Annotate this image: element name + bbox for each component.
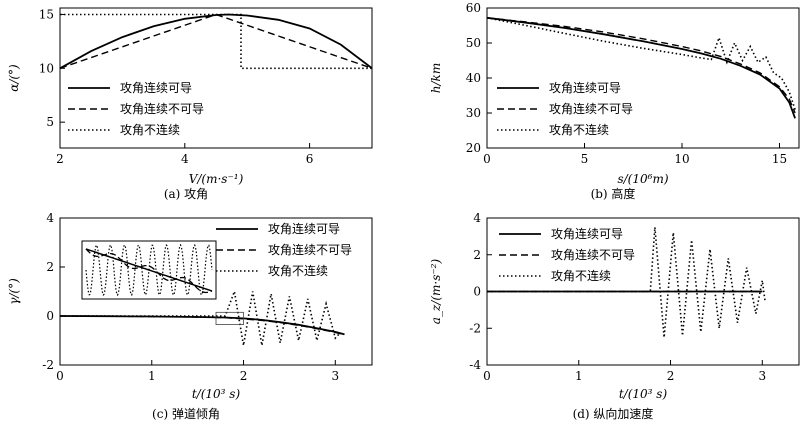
legend-label: 攻角连续不可导 — [268, 242, 352, 257]
y-axis-label: h/km — [429, 63, 443, 93]
inset-frame — [81, 240, 217, 300]
x-tick-label: 1 — [575, 369, 583, 383]
chart-caption: (b) 高度 — [591, 186, 636, 201]
series-line-3 — [60, 288, 341, 346]
x-axis-label: s/(10⁶m) — [617, 172, 668, 186]
x-tick-label: 3 — [758, 369, 766, 383]
x-axis-label: V/(m·s⁻¹) — [189, 172, 244, 186]
x-tick-label: 4 — [181, 152, 189, 166]
legend-label: 攻角不连续 — [549, 122, 609, 137]
plot-frame — [59, 7, 373, 149]
y-tick-label: 20 — [466, 141, 481, 155]
y-tick-label: 4 — [473, 211, 481, 225]
y-tick-label: 0 — [473, 285, 481, 299]
x-tick-label: 6 — [306, 152, 314, 166]
x-axis-label: t/(10³ s) — [619, 387, 668, 401]
x-tick-label: 2 — [56, 152, 64, 166]
series-line-2 — [487, 17, 796, 114]
y-tick-label: -2 — [42, 358, 54, 372]
x-tick-label: 0 — [483, 152, 491, 166]
y-axis-label: a_z/(m·s⁻²) — [429, 258, 443, 324]
y-tick-label: 10 — [39, 61, 54, 75]
zoom-marker — [215, 311, 244, 325]
y-tick-label: -2 — [469, 321, 481, 335]
series-line-1 — [60, 13, 372, 70]
x-tick-label: 2 — [667, 369, 675, 383]
legend-label: 攻角连续可导 — [268, 221, 340, 236]
y-tick-label: 5 — [46, 115, 54, 129]
legend-label: 攻角连续可导 — [120, 80, 192, 95]
legend-label: 攻角连续可导 — [551, 226, 623, 241]
plot-frame — [486, 7, 800, 149]
x-axis-label: t/(10³ s) — [192, 387, 241, 401]
x-tick-label: 0 — [483, 369, 491, 383]
legend-label: 攻角不连续 — [551, 268, 611, 283]
x-tick-label: 5 — [581, 152, 589, 166]
inset-dashed-line — [85, 248, 213, 294]
chart-b: 0 5 10 15 20 30 40 50 60 s/(10⁶m) h/km (b) 高度 攻角连续可导… — [429, 1, 800, 201]
legend-label: 攻角连续不可导 — [549, 101, 633, 116]
x-tick-label: 1 — [148, 369, 156, 383]
series-line-1 — [487, 16, 796, 119]
y-tick-label: 0 — [46, 309, 54, 323]
legend-label: 攻角连续不可导 — [120, 101, 204, 116]
chart-caption: (d) 纵向加速度 — [573, 406, 654, 421]
y-axis-label: α/(°) — [7, 64, 21, 92]
series-line-2 — [60, 315, 345, 336]
x-tick-label: 3 — [331, 369, 339, 383]
legend-label: 攻角不连续 — [120, 122, 180, 137]
legend-label: 攻角连续不可导 — [551, 247, 635, 262]
y-tick-label: 60 — [466, 1, 481, 15]
y-tick-label: 2 — [473, 248, 481, 262]
x-tick-label: 2 — [240, 369, 248, 383]
chart-caption: (c) 弹道倾角 — [152, 407, 220, 421]
chart-d: 0 1 2 3 -4 -2 0 2 4 t/(10³ s) a_z/(m·s⁻²) (d) 纵向加速度… — [429, 211, 800, 421]
series-line-2 — [60, 13, 372, 69]
y-axis-label: γ/(°) — [7, 278, 21, 305]
series-line-3 — [60, 13, 372, 70]
y-tick-label: 4 — [46, 211, 54, 225]
y-tick-label: -4 — [469, 358, 481, 372]
legend-label: 攻角不连续 — [268, 263, 328, 278]
series-line-3 — [487, 17, 796, 110]
y-tick-label: 15 — [39, 7, 54, 21]
y-tick-label: 50 — [466, 36, 481, 50]
x-tick-label: 10 — [674, 152, 689, 166]
x-tick-label: 0 — [56, 369, 64, 383]
chart-a: 2 4 6 5 10 15 V/(m·s⁻¹) α/(°) (a) 攻角 攻角连续可导攻角连续不可… — [7, 7, 373, 201]
chart-caption: (a) 攻角 — [164, 187, 208, 201]
y-tick-label: 2 — [46, 260, 54, 274]
x-tick-label: 15 — [772, 152, 787, 166]
y-tick-label: 40 — [466, 71, 481, 85]
y-tick-label: 30 — [466, 106, 481, 120]
plot-frame — [59, 217, 373, 366]
inset-dotted-line — [85, 243, 213, 297]
legend-label: 攻角连续可导 — [549, 80, 621, 95]
series-line-3 — [487, 227, 766, 338]
